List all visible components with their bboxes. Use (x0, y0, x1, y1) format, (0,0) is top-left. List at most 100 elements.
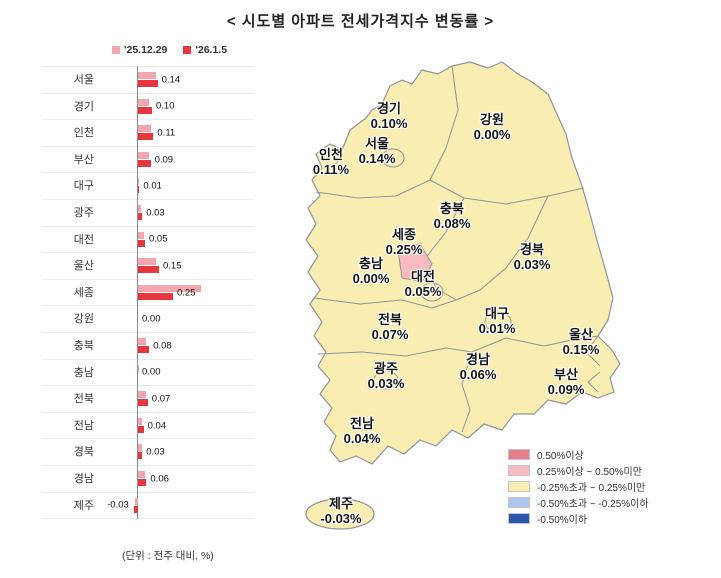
bar-plot-area: 0.01 (102, 172, 254, 200)
bar-row: 전북 0.07 (42, 385, 254, 413)
bar-prev-week (138, 417, 143, 425)
bar-this-week (138, 212, 143, 220)
bar-category-label: 인천 (73, 127, 94, 140)
axis-line (137, 225, 138, 254)
bar-chart: 서울 0.14 경기 0.10 인천 0.11 부산 0.09 대구 0.01 광주 0.03 대전 0.… (42, 66, 254, 520)
axis-line (137, 145, 138, 174)
bar-plot-area: -0.03 (102, 491, 254, 520)
border-gwangju (373, 370, 399, 390)
axis-line (137, 438, 138, 466)
bar-plot-area: 0.25 (102, 278, 254, 307)
bar-category-label: 충남 (73, 366, 94, 379)
border-busan (587, 371, 601, 393)
bar-prev-week (138, 444, 143, 452)
bar-plot-area: 0.07 (102, 385, 254, 413)
border-incheon (331, 147, 343, 167)
bar-row: 부산 0.09 (42, 145, 254, 174)
bar-category-label: 대전 (73, 233, 94, 246)
bar-row: 울산 0.15 (42, 252, 254, 280)
bar-prev-week (138, 178, 140, 186)
bar-value-label: -0.03 (107, 499, 129, 511)
axis-line (137, 198, 138, 227)
border-jeonnam-gyeongnam (461, 351, 473, 433)
map-legend-row: -0.50%초과 ~ -0.25%이하 (508, 494, 649, 510)
bar-value-label: 0.01 (143, 180, 162, 192)
legend-band-label: -0.25%초과 ~ 0.25%미만 (537, 482, 646, 494)
bar-plot-area: 0.06 (102, 464, 254, 493)
bar-row: 경기 0.10 (42, 92, 254, 121)
bar-prev-week (138, 204, 141, 212)
legend-item-prev-week: '25.12.29 (112, 44, 167, 56)
bar-this-week (138, 239, 145, 247)
border-daejeon (420, 282, 444, 302)
bar-category-label: 전북 (73, 393, 94, 406)
bar-value-label: 0.04 (147, 420, 167, 432)
bar-plot-area: 0.00 (102, 358, 254, 387)
bar-value-label: 0.07 (151, 393, 171, 405)
border-chungbuk-gyeongbuk (455, 195, 549, 301)
border-daegu (484, 311, 512, 333)
bar-prev-week (138, 284, 201, 292)
bar-category-label: 대구 (73, 180, 94, 193)
legend-band-label: 0.50%이상 (537, 451, 584, 463)
bar-plot-area: 0.03 (102, 198, 254, 227)
bar-value-label: 0.08 (153, 340, 172, 352)
axis-line (137, 119, 138, 147)
bar-plot-area: 0.10 (102, 92, 254, 121)
bar-category-label: 제주 (73, 499, 94, 512)
bar-plot-area: 0.08 (102, 331, 254, 360)
bar-category-label: 경기 (73, 100, 94, 113)
bar-row: 경북 0.03 (42, 438, 254, 466)
bar-this-week (138, 425, 144, 433)
bar-prev-week (135, 497, 138, 505)
bar-row: 인천 0.11 (42, 119, 254, 147)
border-chungnam-jeonbuk (313, 297, 457, 309)
axis-line (137, 385, 138, 413)
bar-value-label: 0.00 (142, 313, 161, 325)
bar-row: 세종 0.25 (42, 278, 254, 307)
bar-category-label: 전남 (73, 419, 94, 432)
bar-prev-week (138, 391, 147, 399)
bar-plot-area: 0.05 (102, 225, 254, 254)
map-legend-row: 0.25%이상 ~ 0.50%미만 (508, 463, 649, 479)
bar-prev-week (138, 125, 151, 133)
bar-row: 광주 0.03 (42, 198, 254, 227)
prev-week-swatch-icon (112, 46, 120, 54)
axis-line (137, 358, 138, 387)
bar-row: 서울 0.14 (42, 66, 254, 94)
page-title: < 시도별 아파트 전세가격지수 변동률 > (226, 13, 495, 30)
bar-this-week (138, 345, 150, 353)
bar-plot-area: 0.09 (102, 145, 254, 174)
bar-prev-week (138, 151, 150, 159)
legend-color-swatch-icon (508, 449, 530, 461)
axis-line (137, 331, 138, 360)
bar-value-label: 0.15 (163, 260, 182, 272)
axis-line (137, 172, 138, 200)
legend-color-swatch-icon (508, 465, 530, 477)
bar-category-label: 부산 (73, 153, 94, 166)
legend-color-swatch-icon (508, 512, 530, 524)
bar-row: 강원 0.00 (42, 305, 254, 333)
chart-unit-note: (단위 : 전주 대비, %) (122, 550, 214, 562)
map-legend-row: -0.25%초과 ~ 0.25%미만 (508, 479, 649, 495)
bar-value-label: 0.00 (142, 366, 161, 378)
bar-value-label: 0.14 (161, 74, 181, 86)
bar-plot-area: 0.14 (102, 66, 254, 94)
bar-this-week (133, 505, 138, 513)
bar-this-week (138, 80, 158, 87)
bar-category-label: 충북 (73, 339, 94, 352)
map-legend: 0.50%이상 0.25%이상 ~ 0.50%미만 -0.25%초과 ~ 0.25%… (508, 447, 649, 526)
bar-row: 대구 0.01 (42, 172, 254, 200)
border-gyeonggi-gangwon (429, 65, 459, 181)
border-gyeonggi-chungnam (315, 179, 431, 199)
bar-value-label: 0.05 (149, 233, 168, 245)
bar-row: 충북 0.08 (42, 331, 254, 360)
legend-item-this-week: '26.1.5 (183, 44, 227, 56)
bar-category-label: 울산 (73, 260, 94, 273)
legend-color-swatch-icon (508, 480, 530, 492)
bar-prev-week (138, 98, 150, 106)
bar-category-label: 경남 (73, 472, 94, 485)
bar-value-label: 0.25 (177, 287, 196, 299)
border-gyeongbuk-gyeongnam (471, 335, 599, 353)
